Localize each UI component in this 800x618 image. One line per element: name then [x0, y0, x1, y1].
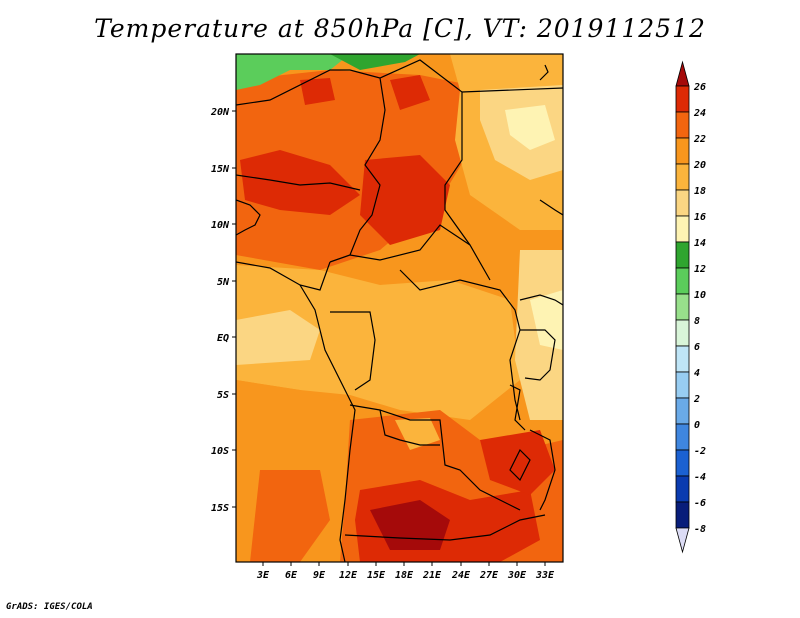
colorbar-label: -8 — [694, 524, 706, 535]
colorbar-swatch — [675, 475, 690, 503]
colorbar-swatch — [675, 345, 690, 373]
colorbar-swatch — [675, 501, 690, 529]
colorbar-swatch — [675, 241, 690, 269]
colorbar-label: 24 — [693, 108, 706, 119]
colorbar-swatch — [675, 111, 690, 139]
lat-label: 15S — [211, 503, 229, 514]
colorbar-label: 18 — [694, 186, 706, 197]
colorbar-swatch — [675, 397, 690, 425]
lat-label: 20N — [210, 107, 230, 118]
longitude-axis: 3E 6E 9E 12E 15E 18E 21E 24E 27E 30E 33E — [256, 562, 555, 581]
colorbar-swatch — [675, 163, 690, 191]
colorbar-label: 14 — [694, 238, 706, 249]
lon-label: 3E — [256, 570, 270, 581]
credit-text: GrADS: IGES/COLA — [6, 602, 93, 612]
colorbar-label: 20 — [693, 160, 706, 171]
colorbar-swatch — [675, 319, 690, 347]
lat-label: 15N — [211, 164, 230, 175]
colorbar-swatch — [675, 137, 690, 165]
lon-label: 27E — [479, 570, 499, 581]
colorbar-label: -6 — [694, 498, 706, 509]
colorbar-swatch — [675, 423, 690, 451]
colorbar-swatch — [675, 449, 690, 477]
colorbar-label: 4 — [694, 368, 700, 379]
lon-label: 24E — [451, 570, 471, 581]
colorbar-label: 16 — [694, 212, 706, 223]
lon-label: 21E — [422, 570, 442, 581]
colorbar-swatch — [675, 85, 690, 113]
colorbar-swatch — [675, 189, 690, 217]
lon-label: 18E — [395, 570, 414, 581]
map-frame — [235, 53, 564, 563]
lat-label: 5N — [217, 277, 230, 288]
lon-label: 9E — [313, 570, 326, 581]
chart-title: Temperature at 850hPa [C], VT: 201911251… — [94, 14, 706, 43]
lon-label: 30E — [507, 570, 527, 581]
lat-label: EQ — [217, 333, 229, 344]
colorbar-label: 26 — [693, 82, 706, 93]
colorbar-label: 22 — [693, 134, 706, 145]
lon-label: 12E — [339, 570, 358, 581]
colorbar-label: 0 — [694, 420, 700, 431]
colorbar-swatch — [675, 293, 690, 321]
colorbar-swatch — [675, 215, 690, 243]
latitude-axis: 20N 15N 10N 5N EQ 5S 10S 15S — [210, 107, 236, 514]
colorbar-label: -2 — [694, 446, 706, 457]
colorbar-label: 10 — [694, 290, 706, 301]
lat-label: 5S — [217, 390, 229, 401]
colorbar-label: 12 — [694, 264, 706, 275]
colorbar-top-triangle — [675, 60, 690, 87]
lon-label: 15E — [367, 570, 386, 581]
lon-label: 33E — [535, 570, 555, 581]
colorbar-swatch — [675, 371, 690, 399]
colorbar-bottom-triangle — [675, 527, 690, 554]
colorbar-label: 8 — [694, 316, 700, 327]
colorbar-label: 2 — [693, 394, 700, 405]
lat-label: 10S — [211, 446, 229, 457]
colorbar-label: 6 — [694, 342, 700, 353]
lat-label: 10N — [211, 220, 230, 231]
lon-label: 6E — [285, 570, 298, 581]
country-borders — [236, 59, 563, 562]
colorbar-label: -4 — [694, 472, 706, 483]
colorbar-swatch — [675, 267, 690, 295]
